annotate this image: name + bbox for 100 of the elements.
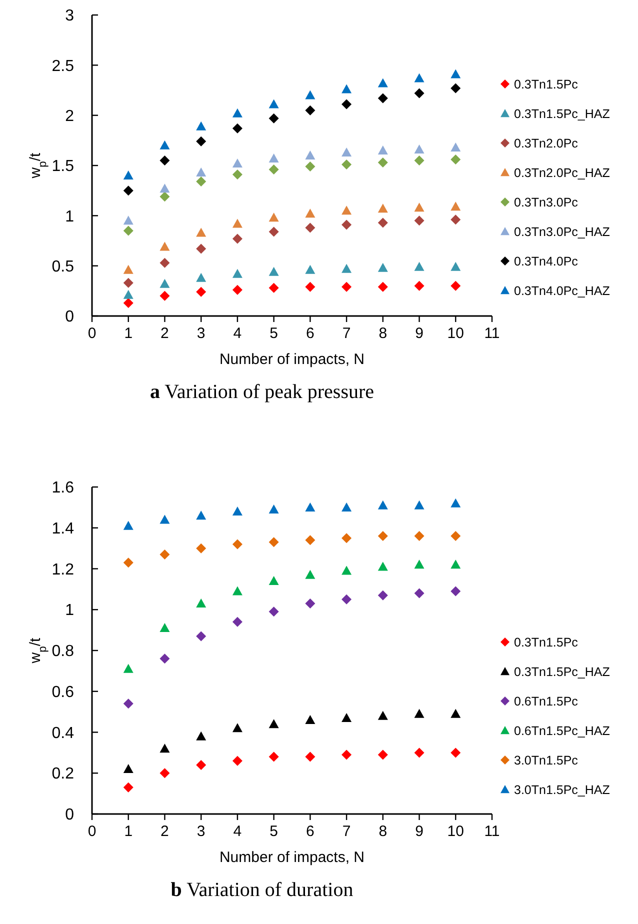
y-tick-label: 2.5 (52, 58, 74, 75)
point (342, 99, 352, 110)
legend-label: 0.3Tn2.0Pc (514, 136, 578, 150)
y-tick-label: 0 (65, 806, 74, 824)
point (160, 623, 170, 632)
point (268, 282, 279, 293)
point (414, 280, 424, 291)
point (450, 586, 461, 596)
point (160, 290, 170, 301)
point (305, 264, 316, 274)
x-tick-label: 4 (233, 325, 242, 342)
point (196, 286, 206, 297)
x-tick-label: 5 (270, 823, 278, 840)
point (305, 208, 316, 218)
point (123, 782, 134, 792)
point (196, 543, 206, 554)
point (196, 168, 206, 177)
point (232, 268, 242, 278)
legend-label: 3.0Tn1.5Pc_HAZ (514, 782, 610, 797)
point (196, 760, 206, 770)
x-tick-label: 11 (484, 823, 500, 840)
legend-label: 0.3Tn3.0Pc_HAZ (514, 224, 610, 239)
x-tick-label: 9 (415, 325, 424, 342)
point (450, 748, 461, 758)
point (378, 750, 388, 760)
point (160, 744, 170, 753)
point (450, 531, 461, 542)
y-tick-label: 1.5 (52, 158, 74, 176)
point (414, 748, 424, 758)
x-tick-label: 7 (342, 823, 351, 840)
point (450, 280, 461, 291)
y-tick-label: 1.2 (52, 561, 74, 578)
text: b Variation of duration (170, 879, 354, 901)
point (305, 90, 316, 100)
legend-label: 0.3Tn2.0Pc_HAZ (514, 166, 610, 180)
point (305, 535, 316, 546)
point (123, 216, 134, 225)
point (414, 560, 424, 569)
point (123, 226, 134, 236)
point (414, 531, 424, 542)
point (123, 664, 134, 673)
point (160, 514, 170, 524)
point (196, 510, 206, 520)
point (378, 145, 388, 154)
y-tick-label: 1 (65, 602, 74, 620)
point (450, 498, 461, 508)
point (123, 298, 134, 308)
point (305, 570, 316, 579)
x-tick-label: 0 (88, 823, 96, 840)
point (450, 262, 461, 271)
x-tick-label: 10 (447, 823, 464, 840)
point (268, 226, 279, 237)
point (232, 108, 242, 118)
point (378, 500, 388, 510)
x-tick-label: 11 (484, 325, 500, 342)
point (414, 216, 424, 226)
point (123, 264, 134, 274)
point (414, 144, 424, 154)
point (196, 228, 206, 237)
point (450, 142, 461, 152)
point (342, 712, 352, 722)
point (305, 714, 316, 724)
y-tick-label: 0.6 (52, 684, 74, 701)
y-tick-label: 0.4 (52, 724, 74, 742)
point (123, 764, 134, 774)
point (160, 242, 170, 251)
point (414, 588, 424, 598)
point (342, 750, 352, 760)
x-tick-label: 2 (160, 325, 169, 342)
y-tick-label: 1.6 (52, 480, 74, 497)
point (123, 170, 134, 180)
point (378, 218, 388, 228)
y-tick-label: 0.8 (52, 643, 74, 660)
point (378, 710, 388, 720)
point (196, 121, 206, 130)
y-tick-label: 1 (65, 208, 74, 226)
point (378, 590, 388, 600)
x-tick-label: 8 (378, 325, 388, 342)
x-tick-label: 9 (415, 823, 424, 840)
x-tick-label: 6 (306, 823, 314, 840)
point (268, 719, 279, 728)
point (196, 176, 206, 187)
point (414, 73, 424, 82)
point (232, 234, 242, 244)
legend-label: 0.3Tn1.5Pc (514, 635, 578, 650)
point (342, 566, 352, 575)
point (305, 282, 316, 292)
point (232, 756, 242, 766)
x-tick-label: 10 (447, 325, 464, 342)
point (160, 155, 170, 166)
point (378, 531, 388, 542)
point (378, 93, 388, 104)
x-tick-label: 3 (196, 823, 206, 840)
point (305, 752, 316, 762)
x-tick-label: 3 (196, 325, 206, 342)
point (414, 500, 424, 510)
point (123, 290, 134, 299)
point (123, 186, 134, 196)
point (450, 214, 461, 225)
point (305, 150, 316, 160)
